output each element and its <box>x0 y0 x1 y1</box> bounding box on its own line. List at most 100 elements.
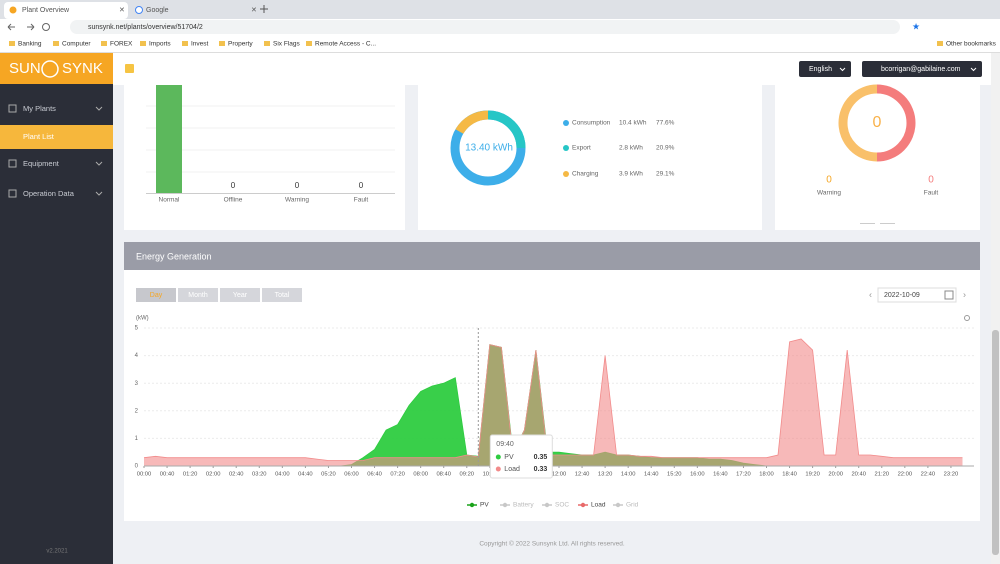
menu-item[interactable]: Equipment <box>23 159 60 168</box>
legend-dot[interactable] <box>502 502 508 508</box>
alarm-label: Fault <box>924 190 939 197</box>
bookmark[interactable]: Property <box>228 41 253 48</box>
x-tick-label: 01:20 <box>183 472 198 478</box>
panel-title: Energy Generation <box>136 251 212 261</box>
bookmark[interactable]: Invest <box>191 41 209 48</box>
bookmark-icon <box>219 41 225 46</box>
legend-label[interactable]: PV <box>480 502 489 509</box>
tab-close[interactable]: ✕ <box>119 7 125 14</box>
bookmark-icon <box>101 41 107 46</box>
prev-date[interactable]: ‹ <box>869 289 872 299</box>
legend-label[interactable]: Grid <box>626 502 639 509</box>
date-picker[interactable] <box>877 287 957 303</box>
refresh-icon[interactable] <box>964 315 970 321</box>
tab-title[interactable]: Plant Overview <box>22 7 70 14</box>
menu-item[interactable]: My Plants <box>23 104 56 113</box>
bookmark[interactable]: Computer <box>62 41 91 48</box>
period-label[interactable]: Total <box>275 292 290 299</box>
tooltip <box>489 434 553 479</box>
area-line <box>143 338 963 461</box>
period-label[interactable]: Year <box>233 292 248 299</box>
tooltip-dot <box>495 466 501 472</box>
language[interactable]: English <box>809 66 832 73</box>
y-tick-label: 1 <box>135 436 139 442</box>
x-tick-label: 00:00 <box>137 472 152 478</box>
bookmark[interactable]: Remote Access - C... <box>315 41 376 48</box>
x-tick-label: 07:20 <box>390 472 405 478</box>
bookmark[interactable]: Six Flags <box>273 41 300 48</box>
period-button[interactable] <box>178 288 218 302</box>
legend-dot[interactable] <box>544 502 550 508</box>
period-button[interactable] <box>136 288 176 302</box>
bookmark-star[interactable]: ★ <box>912 21 920 31</box>
language-button[interactable] <box>799 61 851 77</box>
x-tick-label: 09:20 <box>460 472 475 478</box>
nav-buttons[interactable] <box>7 23 35 31</box>
tab-close[interactable]: ✕ <box>251 7 257 14</box>
status-label: Fault <box>354 197 369 204</box>
scroll-thumb[interactable] <box>992 330 999 555</box>
x-tick-label: 15:20 <box>667 472 682 478</box>
x-tick-label: 23:20 <box>944 472 959 478</box>
status-count: 0 <box>295 181 300 190</box>
flow-amount: 10.4 kWh <box>619 120 647 127</box>
tooltip-value: 0.33 <box>534 466 548 473</box>
header-icon <box>125 64 134 73</box>
period-label[interactable]: Day <box>150 292 163 299</box>
date[interactable]: 2022-10-09 <box>884 292 920 299</box>
active-tab[interactable] <box>4 2 128 19</box>
x-tick-label: 05:20 <box>321 472 336 478</box>
area-fill <box>144 339 963 466</box>
y-tick-label: 2 <box>135 408 139 414</box>
reload[interactable] <box>42 23 50 31</box>
legend-dot[interactable] <box>469 502 475 508</box>
new-tab[interactable] <box>260 5 268 13</box>
next-date[interactable]: › <box>963 289 966 299</box>
legend-dot[interactable] <box>615 502 621 508</box>
menu-item[interactable]: Plant List <box>23 132 55 141</box>
address-bar[interactable] <box>70 20 900 34</box>
x-tick-label: 08:00 <box>413 472 428 478</box>
period-button[interactable] <box>262 288 302 302</box>
menu-icon <box>8 159 17 168</box>
url[interactable]: sunsynk.net/plants/overview/51704/2 <box>88 24 203 31</box>
menu-item[interactable]: Operation Data <box>23 189 75 198</box>
bookmarks-bar: Banking Computer FOREX Imports Invest Propert… <box>9 41 997 48</box>
header <box>113 53 991 85</box>
dropdown-arrow <box>839 67 977 72</box>
alarm-ring <box>838 84 878 162</box>
legend-dot <box>563 145 569 151</box>
user-button[interactable] <box>862 61 982 77</box>
normal-bar <box>156 85 182 193</box>
tab-title[interactable]: Google <box>146 7 169 14</box>
logo-text: SUN <box>9 60 41 77</box>
bookmark[interactable]: FOREX <box>110 41 133 48</box>
alarm-count: 0 <box>928 175 934 186</box>
period-label[interactable]: Month <box>188 292 208 299</box>
calendar-icon <box>944 290 954 300</box>
x-tick-label: 06:00 <box>344 472 359 478</box>
bookmark[interactable]: Imports <box>149 41 171 48</box>
legend-label[interactable]: SOC <box>555 502 569 509</box>
tab-icon <box>9 6 17 14</box>
flow-label: Consumption <box>572 120 611 127</box>
chevrons <box>95 106 103 196</box>
donut-segment <box>455 110 489 134</box>
legend-label[interactable]: Load <box>591 502 606 509</box>
x-tick-label: 12:00 <box>552 472 567 478</box>
period-button[interactable] <box>220 288 260 302</box>
energy-flow-card <box>418 85 762 230</box>
legend-label[interactable]: Battery <box>513 502 534 509</box>
x-tick-label: 06:40 <box>367 472 382 478</box>
bookmark[interactable]: Banking <box>18 41 42 48</box>
legend-dot[interactable] <box>580 502 586 508</box>
menu-icon <box>8 189 17 198</box>
tooltip-value: 0.35 <box>534 454 548 461</box>
period-buttons: Day Month Year Total <box>136 288 302 302</box>
x-tick-label: 19:20 <box>805 472 820 478</box>
bookmark-icon <box>182 41 188 46</box>
tooltip-series: Load <box>504 466 520 473</box>
user[interactable]: bcorrigan@gabilaine.com <box>881 66 961 73</box>
bookmark[interactable]: Other bookmarks <box>946 41 997 48</box>
